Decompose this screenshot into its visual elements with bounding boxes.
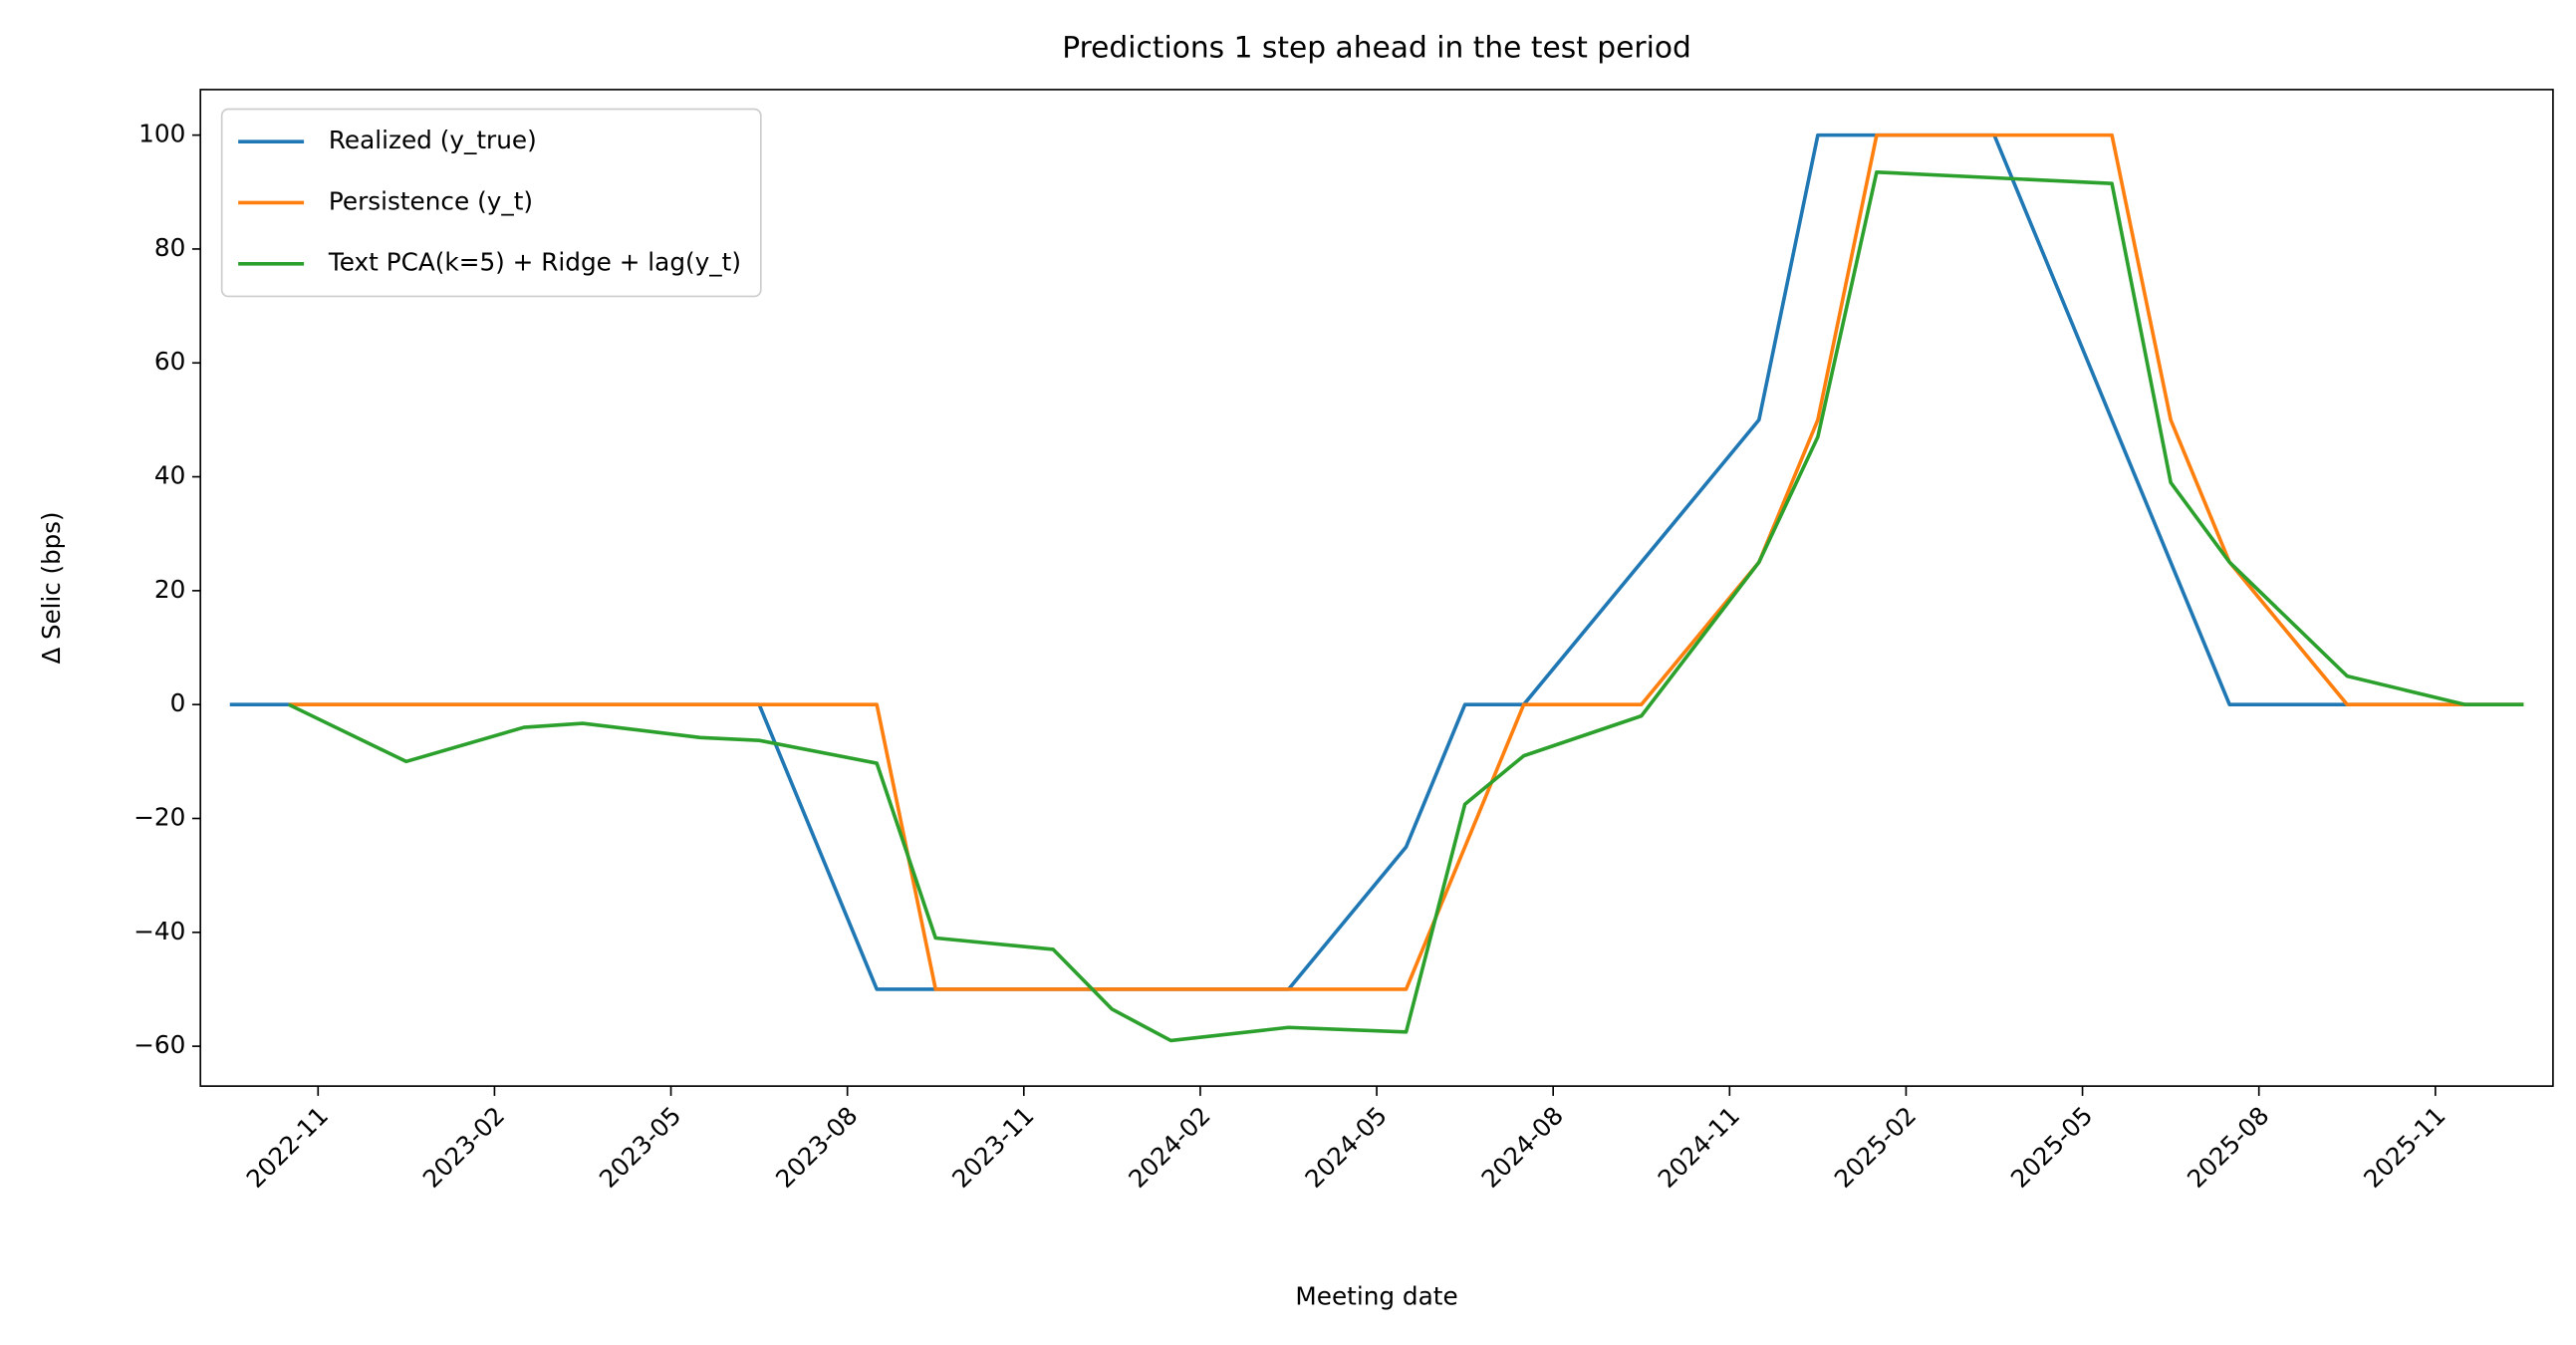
y-tick-label: 40 — [154, 461, 185, 490]
y-tick-label: 20 — [154, 575, 185, 604]
x-tick-label: 2023-05 — [594, 1101, 687, 1194]
y-tick-label: −20 — [133, 803, 185, 832]
y-tick-label: −60 — [133, 1030, 185, 1059]
legend-box — [220, 108, 762, 298]
x-tick-label: 2024-11 — [1653, 1101, 1746, 1194]
y-tick-label: 80 — [154, 233, 185, 262]
x-tick-label: 2025-08 — [2182, 1101, 2275, 1194]
x-tick-label: 2025-02 — [1829, 1101, 1923, 1194]
y-tick-label: 100 — [138, 120, 185, 148]
legend-label: Persistence (y_t) — [329, 187, 533, 216]
x-tick-label: 2023-11 — [946, 1101, 1040, 1194]
plot-area — [229, 133, 2524, 1043]
axes-frame — [199, 89, 2554, 1087]
y-tick-label: 60 — [154, 347, 185, 376]
x-tick-label: 2024-05 — [1299, 1101, 1393, 1194]
legend-label: Realized (y_true) — [329, 126, 537, 154]
chart-title: Predictions 1 step ahead in the test per… — [1062, 31, 1691, 65]
x-tick-label: 2023-08 — [770, 1101, 864, 1194]
x-tick-label: 2023-02 — [417, 1101, 511, 1194]
y-tick-label: −40 — [133, 917, 185, 945]
y-tick-label: 0 — [170, 688, 186, 717]
legend-label: Text PCA(k=5) + Ridge + lag(y_t) — [328, 248, 741, 277]
y-axis-label: Δ Selic (bps) — [37, 512, 66, 665]
series-line — [287, 169, 2524, 1043]
x-tick-label: 2024-08 — [1475, 1101, 1569, 1194]
x-tick-label: 2024-02 — [1123, 1101, 1216, 1194]
x-tick-label: 2022-11 — [240, 1101, 334, 1194]
x-axis-label: Meeting date — [1295, 1282, 1457, 1311]
x-tick-label: 2025-11 — [2358, 1101, 2451, 1194]
legend: Realized (y_true) Persistence (y_t) Text P… — [220, 108, 762, 298]
x-tick-label: 2025-05 — [2005, 1101, 2099, 1194]
